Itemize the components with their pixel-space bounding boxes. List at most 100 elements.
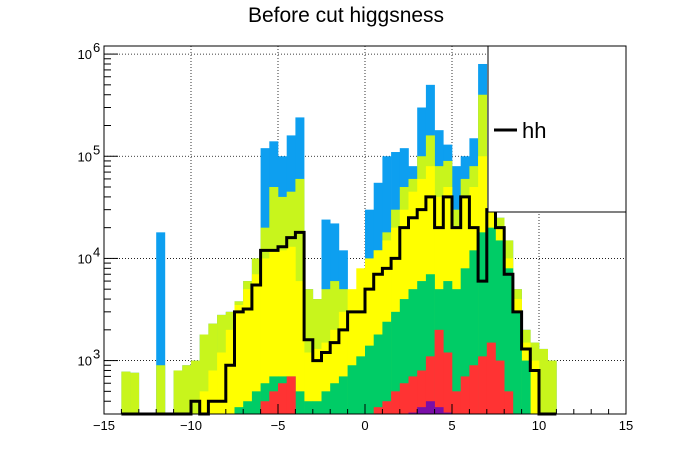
histogram-bar [478,232,488,414]
histogram-bar [469,365,479,414]
histogram-bars [121,63,557,415]
histogram-bar [130,372,140,414]
histogram-bar [260,401,270,414]
histogram-bar [434,329,444,414]
x-tick-label: 15 [619,418,633,433]
histogram-bar [443,412,453,414]
hh-step-path [121,195,557,416]
histogram-bar [452,289,461,414]
y-tick-exponent: 4 [93,244,100,259]
histogram-bar [243,289,253,414]
histogram-bar [312,348,322,414]
histogram-bar [338,311,348,414]
histogram-bar [547,360,557,414]
histogram-bar [356,268,366,414]
histogram-bar [295,391,305,414]
histogram-bar [460,376,470,414]
histogram-bar [452,391,461,414]
histogram-bar [365,345,374,414]
histogram-bar [417,281,427,414]
histogram-bar [391,391,401,414]
histogram-bar [286,376,296,414]
y-tick-label: 10 [78,149,92,164]
histogram-bar [286,246,296,414]
histogram-bar [321,391,331,414]
x-tick-label: −15 [93,418,115,433]
histogram-bar [373,334,383,414]
legend-box: hh [487,45,627,213]
histogram-bar [486,342,496,414]
histogram-bar [417,370,427,414]
histogram-bar [330,329,340,414]
histogram-bar [425,401,435,414]
histogram-bar [504,268,514,414]
histogram-bar [312,401,322,414]
histogram-bar [539,348,548,414]
histogram-bar [469,250,479,414]
histogram-bar [382,321,392,414]
y-tick-exponent: 3 [93,347,100,362]
histogram-bar [408,412,418,414]
x-axis-ticks: −15 −10 −5 0 5 10 15 [93,404,633,433]
histogram-bar [208,323,218,414]
histogram-bar [173,370,183,414]
histogram-bar [330,383,340,414]
histogram-bar [408,376,418,414]
histogram-bar [234,407,244,414]
histogram-bar [495,360,505,414]
series-4-bars [260,329,514,414]
histogram-bar [460,268,470,414]
histogram-bar [382,401,392,414]
histogram-bar [208,370,218,414]
histogram-bar [512,311,522,414]
histogram-bar [373,250,383,414]
histogram-bar [417,407,427,414]
histogram-bar [243,401,253,414]
histogram-bar [225,329,235,414]
histogram-bar [391,311,401,414]
x-tick-label: −5 [271,418,286,433]
hh-step-line [121,195,557,416]
y-tick-label: 10 [78,47,92,62]
histogram-bar [399,383,409,414]
y-tick-exponent: 6 [93,40,100,55]
histogram-bar [521,360,531,414]
histogram-bar [425,356,435,414]
histogram-bar [408,289,418,414]
chart-title: Before cut higgsness [248,4,444,27]
histogram-bar [434,407,444,414]
histogram-bar [347,365,357,414]
histogram-bar [251,274,261,414]
histogram-bar [156,232,166,414]
histogram-bar [295,281,305,414]
histogram-bar [443,281,453,414]
x-tick-label: 10 [532,418,546,433]
x-tick-label: 0 [361,418,368,433]
histogram-bar [478,356,488,414]
histogram-bar [278,383,287,414]
histogram-bar [304,352,314,414]
legend-hh-label: hh [522,118,546,143]
histogram-bar [199,334,209,414]
histogram-bar [199,391,209,414]
histogram-bar [504,391,514,414]
histogram-bar [260,383,270,414]
y-tick-label: 10 [78,251,92,266]
x-tick-label: −10 [180,418,202,433]
histogram-bar [338,376,348,414]
histogram-bar [304,401,314,414]
histogram-bar [251,391,261,414]
x-tick-label: 5 [448,418,455,433]
histogram-bar [530,360,540,414]
histogram-bar [217,352,227,414]
histogram-bar [495,240,505,414]
histogram-bar [347,289,357,414]
histogram-bar [486,227,496,414]
histogram-bar [356,356,366,414]
histogram-bar [278,250,287,414]
histogram-bar [425,274,435,414]
histogram-bar [443,352,453,414]
series-3-bars [234,227,531,414]
histogram-bar [399,299,409,414]
